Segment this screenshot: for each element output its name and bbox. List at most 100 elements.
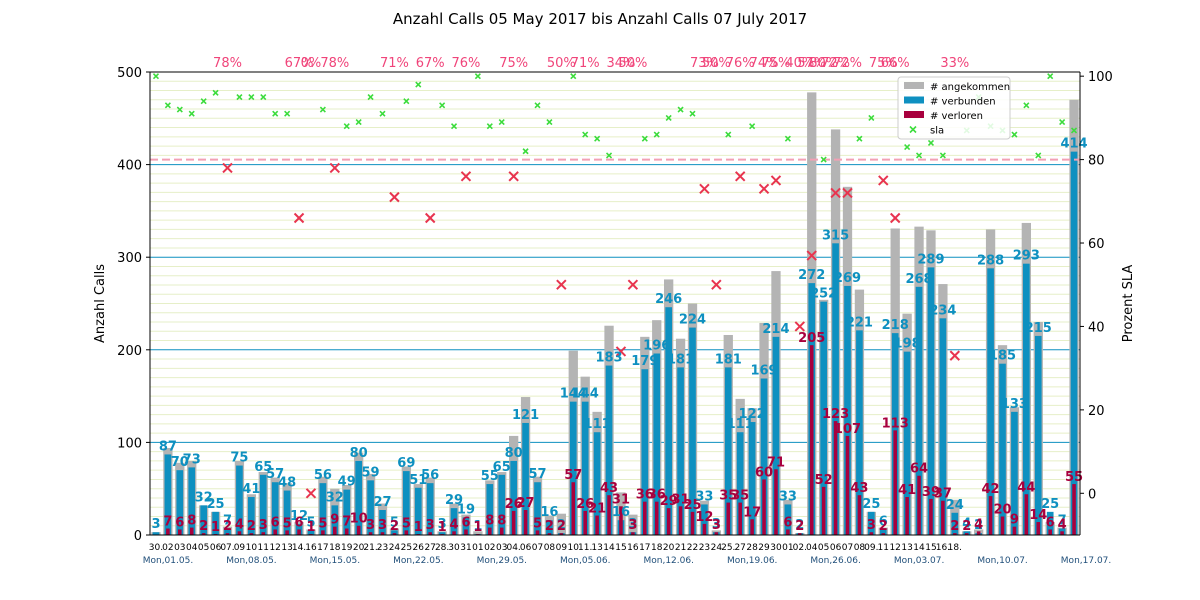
sla-marker [594, 135, 601, 142]
verloren-value-label: 36 [648, 488, 666, 503]
bar-verbunden [939, 318, 947, 535]
bar-verbunden [772, 336, 780, 535]
legend-label: # verbunden [930, 97, 996, 108]
x-week-label: Mon,10.07. [977, 556, 1027, 566]
y2-tick-label: 0 [1088, 487, 1096, 502]
bar-verbunden [915, 286, 923, 535]
verloren-value-label: 35 [719, 489, 737, 504]
verbunden-value-label: 169 [750, 364, 777, 379]
x-day-label: 21. [363, 543, 377, 553]
axes: 0 100 200 300 400 500 0 20 40 60 80 100 Anzahl Calls… [93, 66, 1136, 544]
x-day-label: 01 [782, 543, 793, 553]
bar-verloren [738, 502, 742, 535]
legend-swatch [904, 96, 924, 104]
verloren-value-label: 5 [318, 516, 327, 531]
sla-marker [260, 93, 267, 101]
bar-verbunden [522, 422, 529, 535]
verbunden-value-label: 24 [946, 498, 964, 513]
verloren-value-label: 6 [295, 515, 304, 530]
bar-verloren [571, 482, 576, 535]
verbunden-value-label: 183 [595, 351, 622, 366]
sla-percent-label: 78% [320, 56, 349, 71]
bar-verloren [964, 533, 969, 535]
x-week-label: Mon,19.06. [727, 556, 777, 566]
bar-verloren [941, 500, 945, 535]
sla-marker [248, 93, 255, 101]
verloren-value-label: 12 [695, 510, 713, 525]
sla-marker [784, 135, 791, 142]
x-day-label: 30. [149, 543, 163, 553]
verloren-value-label: 8 [187, 514, 196, 529]
sla-marker [939, 152, 946, 159]
verbunden-value-label: 2 [795, 518, 804, 533]
verloren-value-label: 64 [910, 462, 928, 477]
verbunden-value-label: 3 [438, 517, 447, 532]
x-day-label: 13 [591, 543, 602, 553]
x-day-label: 09 [556, 543, 568, 553]
y-tick-label: 200 [117, 344, 142, 359]
bar-verbunden [379, 509, 386, 535]
x-day-label: 11 [878, 543, 889, 553]
x-day-label: 14 [913, 543, 925, 553]
bar-verbunden [844, 285, 851, 535]
verloren-value-label: 31 [672, 492, 690, 507]
bar-verloren [535, 530, 540, 535]
bar-verloren [225, 533, 230, 535]
bar-verloren [750, 519, 754, 535]
bar-verbunden [510, 460, 517, 535]
sla-marker [641, 135, 648, 142]
x-day-label: 18 [651, 543, 663, 553]
bar-verbunden [343, 489, 351, 535]
verbunden-value-label: 25 [862, 497, 880, 512]
verloren-value-label: 3 [366, 518, 375, 533]
verbunden-value-label: 19 [457, 502, 475, 517]
bar-verloren [714, 532, 719, 535]
verloren-value-label: 3 [867, 518, 876, 533]
bar-verbunden [1023, 263, 1030, 535]
x-day-label: 15 [615, 543, 626, 553]
verloren-value-label: 5 [533, 516, 542, 531]
x-week-label: Mon,22.05. [393, 556, 443, 566]
verbunden-value-label: 2 [974, 518, 983, 533]
y-axis-label: Anzahl Calls [93, 264, 108, 343]
sla-marker [758, 183, 770, 194]
sla-marker [927, 139, 935, 146]
sla-marker [508, 171, 519, 182]
x-week-label: Mon,12.06. [643, 556, 693, 566]
sla-marker [677, 106, 684, 113]
bar-verbunden [236, 465, 243, 535]
bar-angekommen [556, 513, 566, 535]
bar-verbunden [760, 378, 768, 535]
bar-verloren [201, 533, 206, 535]
x-day-label: 10 [246, 543, 258, 553]
x-day-label: 04. [506, 543, 520, 553]
bar-verloren [368, 532, 373, 535]
bar-verbunden [569, 401, 577, 535]
y-tick-label: 0 [134, 529, 142, 544]
verbunden-value-label: 49 [338, 475, 356, 490]
verloren-value-label: 31 [612, 492, 630, 507]
sla-percent-label: 50% [702, 56, 731, 71]
sla-marker [450, 123, 458, 130]
x-day-label: 19 [341, 543, 353, 553]
bar-verloren [583, 510, 587, 535]
verloren-value-label: 17 [743, 505, 761, 520]
verloren-value-label: 25 [683, 498, 701, 513]
verbunden-value-label: 3 [151, 517, 160, 532]
x-day-label: 16 [627, 543, 639, 553]
sla-marker [498, 118, 505, 126]
sla-marker [176, 106, 183, 113]
verloren-value-label: 41 [898, 483, 916, 498]
bar-verbunden [701, 504, 708, 535]
sla-marker [830, 187, 841, 199]
verbunden-value-label: 218 [882, 318, 909, 333]
sla-percent-label: 76% [726, 56, 755, 71]
sla-marker [615, 346, 627, 357]
grid-lines [150, 71, 1080, 527]
verbunden-value-label: 3 [712, 517, 721, 532]
sla-marker [889, 212, 901, 224]
bar-verbunden [1046, 511, 1054, 535]
x-week-label: Mon,08.05. [226, 556, 276, 566]
x-day-label: 13 [281, 543, 292, 553]
bar-verbunden [677, 367, 684, 535]
